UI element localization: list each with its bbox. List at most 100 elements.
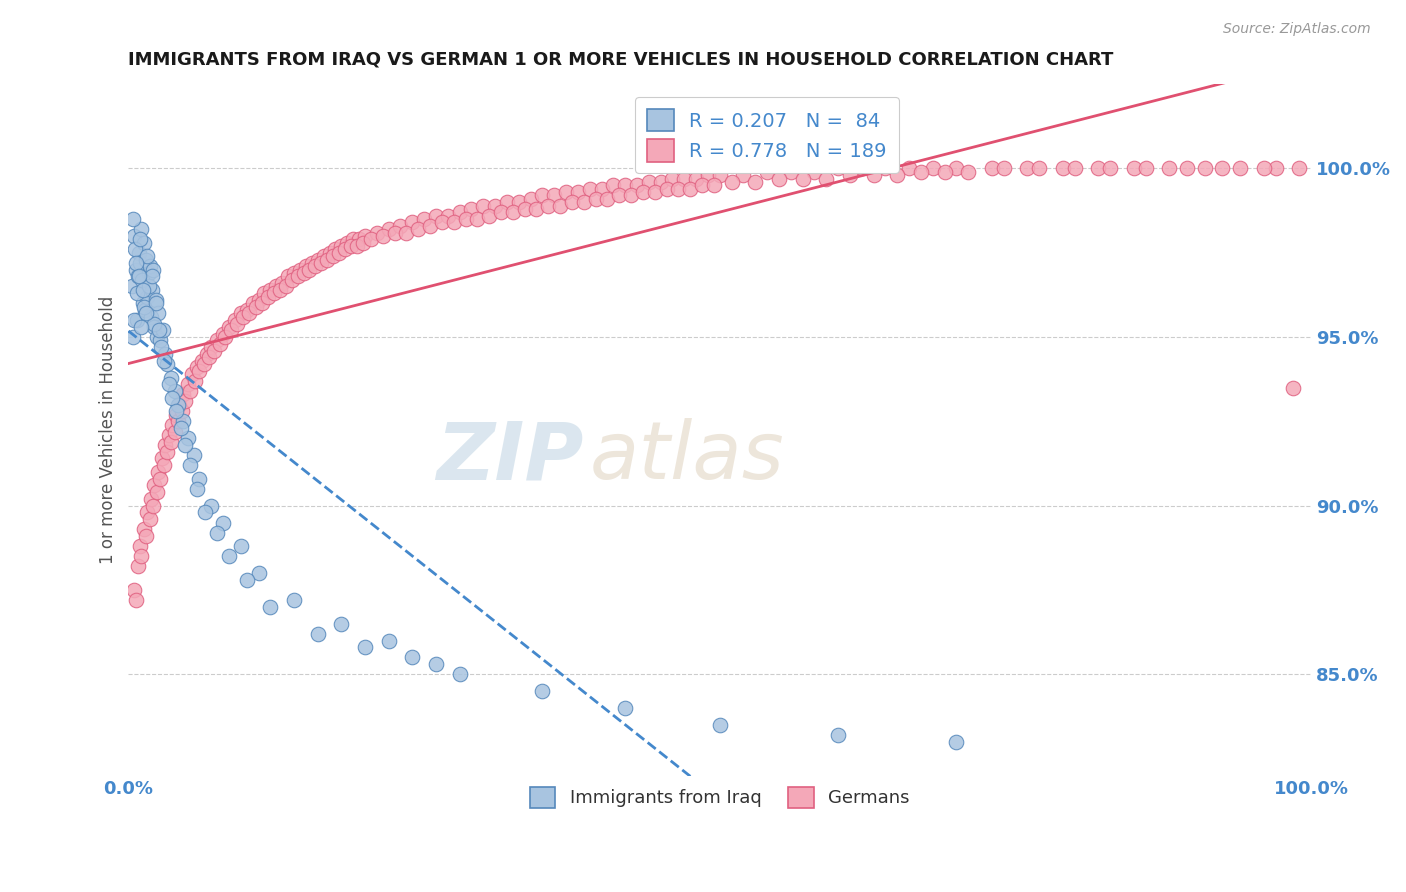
Point (1253, 161, 1275, 176)
Point (585, 192, 607, 206)
Point (238, 306, 260, 320)
Point (124, 262, 146, 277)
Point (132, 283, 155, 297)
Point (336, 235, 359, 250)
Point (136, 505, 159, 519)
Point (202, 343, 225, 358)
Point (250, 296, 273, 310)
Point (578, 182, 600, 196)
Point (287, 269, 309, 284)
Point (205, 525, 228, 540)
Point (247, 293, 270, 307)
Point (127, 286, 149, 301)
Point (449, 205, 471, 219)
Point (1282, 381, 1305, 395)
Point (436, 209, 458, 223)
Point (288, 262, 311, 277)
Point (179, 458, 201, 473)
Point (135, 306, 157, 320)
Point (124, 228, 146, 243)
Point (304, 259, 326, 273)
Point (186, 360, 208, 375)
Point (167, 398, 190, 412)
Point (406, 222, 429, 236)
Point (212, 326, 235, 341)
Point (626, 178, 648, 193)
Point (145, 296, 167, 310)
Point (165, 408, 187, 422)
Legend: Immigrants from Iraq, Germans: Immigrants from Iraq, Germans (523, 780, 917, 815)
Point (153, 353, 176, 368)
Point (129, 539, 152, 553)
Point (430, 215, 453, 229)
Point (673, 171, 696, 186)
Point (129, 256, 152, 270)
Point (163, 425, 186, 439)
Point (425, 209, 447, 223)
Point (389, 219, 412, 233)
Point (330, 616, 353, 631)
Point (257, 290, 280, 304)
Point (875, 161, 897, 176)
Point (129, 320, 152, 334)
Point (620, 188, 643, 202)
Point (328, 245, 350, 260)
Point (160, 391, 183, 405)
Point (200, 340, 222, 354)
Point (371, 228, 394, 243)
Point (572, 195, 595, 210)
Point (526, 202, 548, 216)
Point (138, 279, 160, 293)
Point (139, 259, 162, 273)
Point (146, 330, 169, 344)
Point (945, 161, 967, 176)
Point (266, 279, 288, 293)
Point (803, 165, 825, 179)
Point (157, 377, 180, 392)
Point (631, 185, 654, 199)
Point (637, 175, 659, 189)
Point (496, 195, 519, 210)
Point (1229, 161, 1251, 176)
Point (679, 182, 702, 196)
Point (1052, 161, 1074, 176)
Point (614, 701, 637, 715)
Point (176, 377, 198, 392)
Point (957, 165, 980, 179)
Point (131, 222, 153, 236)
Point (141, 269, 163, 284)
Point (921, 161, 943, 176)
Point (295, 259, 318, 273)
Point (340, 239, 363, 253)
Point (827, 728, 849, 742)
Point (301, 256, 323, 270)
Point (174, 394, 197, 409)
Text: IMMIGRANTS FROM IRAQ VS GERMAN 1 OR MORE VEHICLES IN HOUSEHOLD CORRELATION CHART: IMMIGRANTS FROM IRAQ VS GERMAN 1 OR MORE… (128, 51, 1114, 69)
Point (318, 245, 340, 260)
Point (143, 478, 166, 492)
Point (274, 279, 297, 293)
Point (508, 195, 530, 210)
Point (127, 269, 149, 284)
Point (134, 303, 156, 318)
Point (139, 310, 162, 324)
Point (283, 593, 305, 607)
Point (224, 313, 246, 327)
Point (139, 512, 162, 526)
Point (886, 168, 908, 182)
Point (548, 198, 571, 212)
Point (756, 165, 779, 179)
Point (229, 306, 252, 320)
Point (779, 165, 801, 179)
Point (124, 243, 146, 257)
Point (125, 313, 148, 327)
Point (827, 161, 849, 176)
Point (152, 323, 174, 337)
Point (655, 182, 678, 196)
Point (768, 171, 790, 186)
Point (307, 252, 329, 267)
Point (668, 182, 690, 196)
Point (165, 404, 187, 418)
Point (124, 593, 146, 607)
Point (191, 353, 214, 368)
